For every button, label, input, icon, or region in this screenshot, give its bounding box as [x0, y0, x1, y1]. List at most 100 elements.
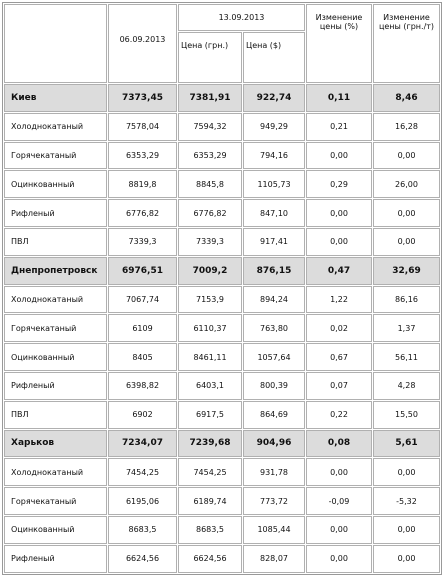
value-cell: 0,00: [306, 458, 372, 487]
product-row: Горячекатаный 6109 6110,37 763,80 0,02 1,37: [4, 314, 440, 343]
row-label: Горячекатаный: [4, 141, 107, 170]
value-cell: 949,29: [243, 112, 305, 141]
value-cell: 1057,64: [243, 343, 305, 371]
value-cell: 8405: [108, 343, 177, 371]
value-cell: 0,00: [373, 141, 440, 170]
value-cell: 8683,5: [108, 515, 177, 544]
row-label: Рифленый: [4, 371, 107, 400]
value-cell: 763,80: [243, 314, 305, 343]
product-row: Рифленый 6624,56 6624,56 828,07 0,00 0,00: [4, 544, 440, 573]
value-cell: 7153,9: [178, 285, 242, 314]
value-cell: 0,08: [306, 429, 372, 458]
header-cell: Изменение цены (грн./т): [373, 4, 440, 83]
row-label: Холоднокатаный: [4, 285, 107, 314]
product-row: Горячекатаный 6353,29 6353,29 794,16 0,00 0,0…: [4, 141, 440, 170]
value-cell: 6624,56: [178, 544, 242, 573]
row-label: Горячекатаный: [4, 314, 107, 343]
value-cell: 800,39: [243, 371, 305, 400]
row-label: Оцинкованный: [4, 515, 107, 544]
value-cell: 0,47: [306, 256, 372, 285]
value-cell: 6353,29: [108, 141, 177, 170]
value-cell: 0,00: [373, 199, 440, 227]
value-cell: 15,50: [373, 400, 440, 429]
value-cell: 7239,68: [178, 429, 242, 458]
region-row: Днепропетровск 6976,51 7009,2 876,15 0,47 32,…: [4, 256, 440, 285]
value-cell: 7454,25: [108, 458, 177, 487]
value-cell: 0,02: [306, 314, 372, 343]
value-cell: 6624,56: [108, 544, 177, 573]
value-cell: -0,09: [306, 487, 372, 515]
value-cell: 1,22: [306, 285, 372, 314]
row-label: Киев: [4, 84, 107, 112]
product-row: Оцинкованный 8683,5 8683,5 1085,44 0,00 0,00: [4, 515, 440, 544]
header-empty: [4, 4, 107, 83]
value-cell: 8,46: [373, 84, 440, 112]
row-label: Днепропетровск: [4, 256, 107, 285]
value-cell: 1,37: [373, 314, 440, 343]
value-cell: 0,00: [373, 544, 440, 573]
region-row: Харьков 7234,07 7239,68 904,96 0,08 5,61: [4, 429, 440, 458]
value-cell: 6398,82: [108, 371, 177, 400]
value-cell: 7339,3: [108, 227, 177, 256]
value-cell: 0,00: [373, 458, 440, 487]
value-cell: 6403,1: [178, 371, 242, 400]
product-row: Оцинкованный 8819,8 8845,8 1105,73 0,29 26,00: [4, 170, 440, 199]
header-cell: Цена ($): [243, 32, 305, 83]
row-label: Холоднокатаный: [4, 112, 107, 141]
value-cell: 8819,8: [108, 170, 177, 199]
value-cell: 6110,37: [178, 314, 242, 343]
value-cell: 7009,2: [178, 256, 242, 285]
value-cell: 0,00: [306, 199, 372, 227]
value-cell: 7373,45: [108, 84, 177, 112]
header-row: Цена (грн.) Цена ($): [4, 32, 440, 83]
product-row: ПВЛ 7339,3 7339,3 917,41 0,00 0,00: [4, 227, 440, 256]
header-cell: Изменение цены (%): [306, 4, 372, 83]
value-cell: 6109: [108, 314, 177, 343]
value-cell: 8461,11: [178, 343, 242, 371]
value-cell: -5,32: [373, 487, 440, 515]
row-label: Оцинкованный: [4, 343, 107, 371]
value-cell: 904,96: [243, 429, 305, 458]
header-cell: 06.09.2013: [108, 4, 177, 83]
value-cell: 0,00: [306, 544, 372, 573]
region-row: Киев 7373,45 7381,91 922,74 0,11 8,46: [4, 84, 440, 112]
value-cell: 0,00: [373, 515, 440, 544]
header-cell: 13.09.2013: [178, 4, 305, 31]
value-cell: 6189,74: [178, 487, 242, 515]
row-label: Горячекатаный: [4, 487, 107, 515]
value-cell: 0,00: [306, 515, 372, 544]
value-cell: 0,22: [306, 400, 372, 429]
value-cell: 0,11: [306, 84, 372, 112]
value-cell: 26,00: [373, 170, 440, 199]
value-cell: 847,10: [243, 199, 305, 227]
value-cell: 8683,5: [178, 515, 242, 544]
value-cell: 0,00: [306, 227, 372, 256]
value-cell: 6353,29: [178, 141, 242, 170]
row-label: ПВЛ: [4, 227, 107, 256]
value-cell: 773,72: [243, 487, 305, 515]
product-row: Рифленый 6776,82 6776,82 847,10 0,00 0,00: [4, 199, 440, 227]
value-cell: 7234,07: [108, 429, 177, 458]
product-row: Холоднокатаный 7578,04 7594,32 949,29 0,21 16…: [4, 112, 440, 141]
value-cell: 0,00: [373, 227, 440, 256]
header-cell: Цена (грн.): [178, 32, 242, 83]
value-cell: 0,00: [306, 141, 372, 170]
value-cell: 8845,8: [178, 170, 242, 199]
value-cell: 6776,82: [108, 199, 177, 227]
row-label: Рифленый: [4, 544, 107, 573]
value-cell: 7067,74: [108, 285, 177, 314]
value-cell: 7578,04: [108, 112, 177, 141]
value-cell: 828,07: [243, 544, 305, 573]
value-cell: 7381,91: [178, 84, 242, 112]
row-label: Харьков: [4, 429, 107, 458]
row-label: Рифленый: [4, 199, 107, 227]
value-cell: 86,16: [373, 285, 440, 314]
value-cell: 5,61: [373, 429, 440, 458]
value-cell: 6776,82: [178, 199, 242, 227]
row-label: Холоднокатаный: [4, 458, 107, 487]
value-cell: 56,11: [373, 343, 440, 371]
value-cell: 917,41: [243, 227, 305, 256]
value-cell: 1085,44: [243, 515, 305, 544]
product-row: Горячекатаный 6195,06 6189,74 773,72 -0,09 -5…: [4, 487, 440, 515]
